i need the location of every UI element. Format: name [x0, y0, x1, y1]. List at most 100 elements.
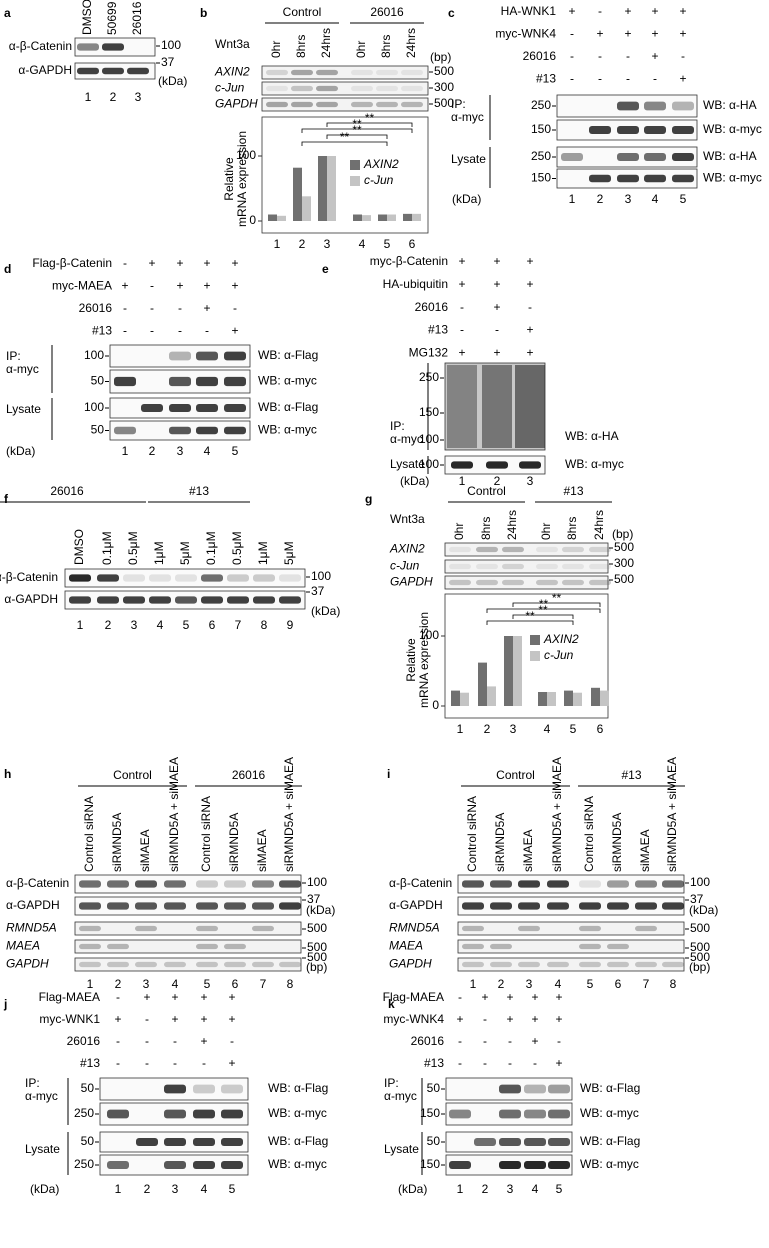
condition-sign: -	[570, 72, 574, 86]
row-label: α-β-Catenin	[0, 570, 58, 584]
size-marker: 500	[434, 64, 454, 78]
band	[164, 902, 186, 910]
bar	[460, 692, 469, 706]
condition-sign: +	[231, 256, 238, 270]
band	[644, 126, 666, 134]
size-marker: 500	[307, 950, 327, 964]
condition-sign: -	[173, 1056, 177, 1070]
lane-number: 8	[670, 977, 677, 991]
size-marker: 100	[84, 348, 104, 362]
row-label: c-Jun	[215, 81, 245, 95]
size-marker: 250	[531, 149, 551, 163]
lane-label: 0hr	[269, 41, 283, 58]
band	[617, 101, 639, 111]
band	[123, 574, 145, 582]
band	[79, 925, 101, 932]
lane-label: 0hr	[539, 523, 553, 540]
band	[499, 1138, 521, 1146]
condition-sign: +	[526, 345, 533, 359]
condition-sign: +	[493, 345, 500, 359]
band	[127, 67, 149, 75]
condition-sign: +	[231, 279, 238, 293]
condition-sign: -	[145, 1012, 149, 1026]
band	[193, 1161, 215, 1169]
lane-label: 24hrs	[592, 510, 606, 540]
band	[252, 961, 274, 968]
bar	[591, 687, 600, 706]
condition-sign: -	[483, 1034, 487, 1048]
bar	[378, 214, 387, 221]
bar	[302, 196, 311, 221]
lane-number: 2	[494, 474, 501, 488]
size-marker: 500	[614, 540, 634, 554]
band	[175, 596, 197, 604]
condition-sign: -	[460, 323, 464, 337]
smear	[515, 365, 545, 448]
lane-number: 8	[287, 977, 294, 991]
band	[462, 943, 484, 950]
size-marker: 37	[307, 892, 321, 906]
condition-sign: +	[114, 1012, 121, 1026]
band	[635, 925, 657, 932]
band	[536, 579, 558, 586]
condition-sign: +	[526, 277, 533, 291]
lane-number: 7	[643, 977, 650, 991]
band	[351, 69, 373, 76]
wb-label: WB: α-myc	[580, 1157, 639, 1171]
condition-label: HA-ubiquitin	[383, 277, 448, 291]
band	[136, 1138, 158, 1146]
wb-label: WB: α-Flag	[580, 1081, 640, 1095]
lane-number: 1	[77, 618, 84, 632]
group-label: 26016	[50, 484, 84, 498]
band	[662, 961, 684, 968]
band	[547, 961, 569, 968]
condition-label: Flag-MAEA	[383, 990, 444, 1004]
condition-sign: +	[176, 279, 183, 293]
condition-sign: +	[568, 4, 575, 18]
condition-sign: -	[458, 1034, 462, 1048]
band	[518, 961, 540, 968]
lane-number: 2	[597, 192, 604, 206]
significance-bracket	[512, 614, 574, 619]
group-label: #13	[189, 484, 209, 498]
bar	[451, 690, 460, 706]
lane-number: 2	[105, 618, 112, 632]
band	[462, 925, 484, 932]
row-label: α-β-Catenin	[6, 876, 69, 890]
bar	[293, 167, 302, 221]
lane-number: 4	[532, 1182, 539, 1196]
lane-label: Control siRNA	[465, 796, 479, 872]
y-tick-label: 0	[432, 698, 439, 712]
panel-letter: k	[388, 997, 395, 1011]
band	[579, 902, 601, 910]
lane-number: 1	[459, 474, 466, 488]
condition-sign: -	[598, 49, 602, 63]
lane-number: 4	[157, 618, 164, 632]
condition-label: #13	[424, 1056, 444, 1070]
band	[589, 126, 611, 134]
lane-label: siMAEA	[638, 829, 652, 872]
condition-sign: +	[176, 256, 183, 270]
wb-label: WB: α-myc	[703, 122, 762, 136]
band	[135, 880, 157, 888]
condition-label: HA-WNK1	[501, 4, 557, 18]
band	[351, 101, 373, 108]
condition-sign: +	[203, 279, 210, 293]
significance-label: **	[352, 123, 362, 137]
lane-label: 8hrs	[379, 35, 393, 58]
band	[662, 902, 684, 910]
condition-label: 26016	[415, 300, 449, 314]
lane-label: 24hrs	[319, 28, 333, 58]
unit: (bp)	[430, 50, 451, 64]
condition-sign: +	[624, 4, 631, 18]
size-marker: 300	[434, 80, 454, 94]
band	[201, 596, 223, 604]
condition-sign: -	[533, 1056, 537, 1070]
band	[224, 902, 246, 910]
lane-label: siMAEA	[521, 829, 535, 872]
lane-label: siRMND5A + siMAEA	[282, 757, 296, 872]
lane-number: 1	[115, 1182, 122, 1196]
condition-sign: +	[493, 300, 500, 314]
wb-label: WB: α-myc	[565, 457, 624, 471]
size-marker: 37	[690, 892, 704, 906]
